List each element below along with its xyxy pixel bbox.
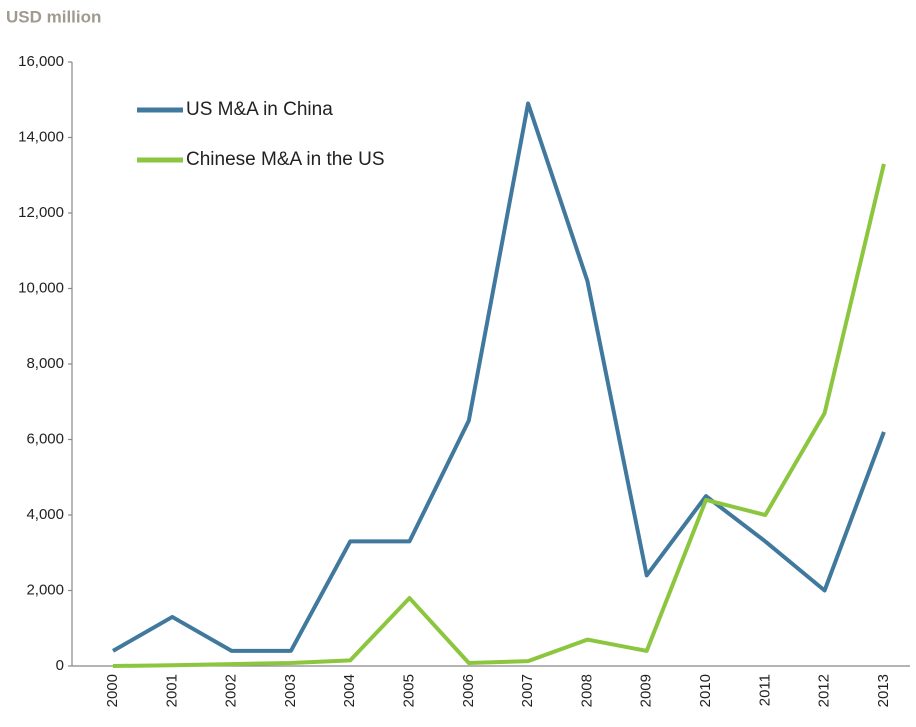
y-tick-label: 2,000: [26, 581, 64, 598]
data-line: [112, 163, 886, 668]
x-tick-label: 2005: [400, 674, 417, 707]
x-tick-label: 2003: [282, 674, 299, 707]
y-tick-label: 4,000: [26, 506, 64, 523]
x-tick-label: 2009: [638, 674, 655, 707]
legend-label: US M&A in China: [186, 99, 333, 120]
x-tick-label: 2004: [341, 674, 358, 707]
y-tick-label: 16,000: [18, 53, 64, 70]
y-tick-label: 8,000: [26, 355, 64, 372]
y-tick-label: 12,000: [18, 204, 64, 221]
x-tick-label: 2000: [104, 674, 121, 707]
x-tick-label: 2011: [756, 674, 773, 706]
y-tick-label: 14,000: [18, 128, 64, 145]
data-line: [112, 101, 886, 653]
y-axis-label: USD million: [6, 7, 101, 26]
y-tick-label: 6,000: [26, 430, 64, 447]
x-tick-label: 2007: [519, 674, 536, 707]
x-tick-label: 2001: [163, 674, 180, 707]
x-tick-label: 2012: [816, 674, 833, 707]
y-tick-label: 10,000: [18, 279, 64, 296]
x-tick-label: 2010: [697, 674, 714, 707]
y-tick-label: 0: [56, 657, 64, 674]
x-tick-label: 2013: [875, 674, 892, 707]
x-tick-label: 2002: [223, 674, 240, 707]
x-tick-label: 2008: [578, 674, 595, 707]
legend-label: Chinese M&A in the US: [186, 149, 385, 170]
x-tick-label: 2006: [460, 674, 477, 707]
